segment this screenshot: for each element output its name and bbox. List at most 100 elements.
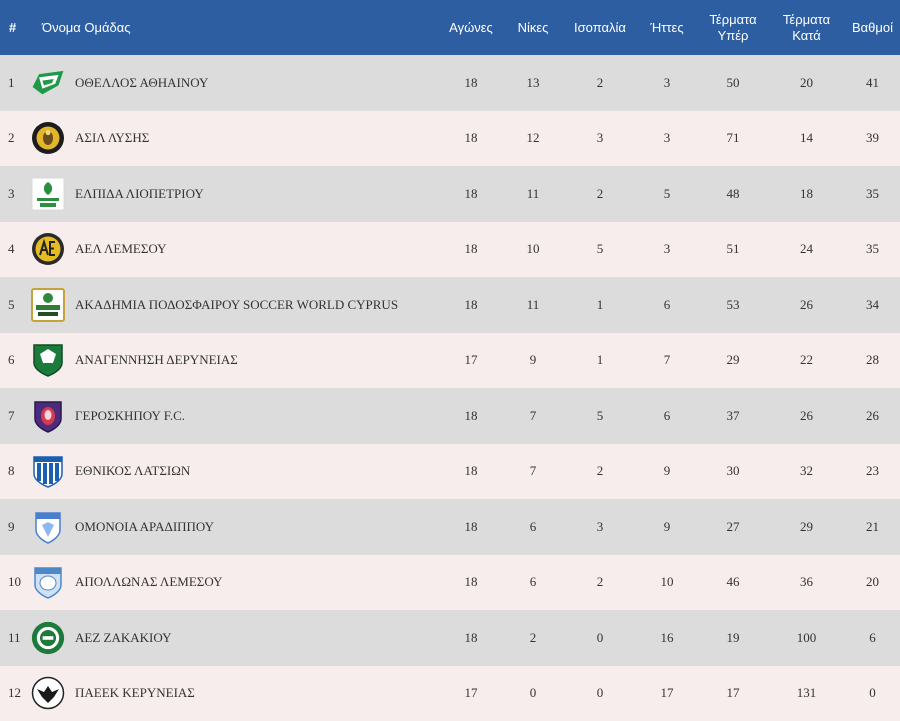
points-cell: 21 xyxy=(845,499,900,555)
team-cell[interactable]: ΑΣΙΛ ΛΥΣΗΣ xyxy=(31,111,440,167)
wins-cell: 9 xyxy=(502,333,564,389)
goals-against-cell: 131 xyxy=(768,666,845,721)
asil-crest-icon xyxy=(31,121,65,155)
ael-crest-icon xyxy=(31,232,65,266)
rank-cell: 4 xyxy=(0,222,31,278)
goals-for-cell: 46 xyxy=(698,555,768,611)
draws-cell: 5 xyxy=(564,222,636,278)
apollon-crest-icon xyxy=(31,565,65,599)
rank-cell: 10 xyxy=(0,555,31,611)
goals-for-cell: 37 xyxy=(698,388,768,444)
draws-cell: 2 xyxy=(564,55,636,111)
team-cell[interactable]: ΓΕΡΟΣΚΗΠΟΥ F.C. xyxy=(31,388,440,444)
team-name[interactable]: ΕΛΠΙΔΑ ΛΙΟΠΕΤΡΙΟΥ xyxy=(75,186,204,202)
rank-cell: 1 xyxy=(0,55,31,111)
team-name[interactable]: ΟΜΟΝΟΙΑ ΑΡΑΔΙΠΠΟΥ xyxy=(75,519,214,535)
team-name[interactable]: ΑΕΖ ΖΑΚΑΚΙΟΥ xyxy=(75,630,171,646)
goals-against-cell: 24 xyxy=(768,222,845,278)
header-wins[interactable]: Νίκες xyxy=(502,0,564,55)
rank-cell: 8 xyxy=(0,444,31,500)
points-cell: 39 xyxy=(845,111,900,167)
played-cell: 18 xyxy=(440,610,502,666)
points-cell: 26 xyxy=(845,388,900,444)
losses-cell: 5 xyxy=(636,166,698,222)
wins-cell: 0 xyxy=(502,666,564,721)
team-cell[interactable]: ΟΘΕΛΛΟΣ ΑΘΗΑΙΝΟΥ xyxy=(31,55,440,111)
team-cell[interactable]: ΑΚΑΔΗΜΙΑ ΠΟΔΟΣΦΑΙΡΟΥ SOCCER WORLD CYPRUS xyxy=(31,277,440,333)
team-name[interactable]: ΑΝΑΓΕΝΝΗΣΗ ΔΕΡΥΝΕΙΑΣ xyxy=(75,352,238,368)
goals-for-cell: 71 xyxy=(698,111,768,167)
header-rank[interactable]: # xyxy=(0,0,31,55)
team-name[interactable]: ΟΘΕΛΛΟΣ ΑΘΗΑΙΝΟΥ xyxy=(75,75,208,91)
goals-against-cell: 32 xyxy=(768,444,845,500)
wins-cell: 6 xyxy=(502,555,564,611)
wins-cell: 2 xyxy=(502,610,564,666)
goals-against-cell: 26 xyxy=(768,388,845,444)
points-cell: 41 xyxy=(845,55,900,111)
losses-cell: 3 xyxy=(636,222,698,278)
draws-cell: 3 xyxy=(564,499,636,555)
team-cell[interactable]: ΕΛΠΙΔΑ ΛΙΟΠΕΤΡΙΟΥ xyxy=(31,166,440,222)
draws-cell: 2 xyxy=(564,444,636,500)
header-played[interactable]: Αγώνες xyxy=(440,0,502,55)
losses-cell: 6 xyxy=(636,277,698,333)
header-draws[interactable]: Ισοπαλία xyxy=(564,0,636,55)
omonoia-crest-icon xyxy=(31,510,65,544)
team-cell[interactable]: ΑΕΛ ΛΕΜΕΣΟΥ xyxy=(31,222,440,278)
team-name[interactable]: ΑΠΟΛΛΩΝΑΣ ΛΕΜΕΣΟΥ xyxy=(75,574,223,590)
team-cell[interactable]: ΟΜΟΝΟΙΑ ΑΡΑΔΙΠΠΟΥ xyxy=(31,499,440,555)
team-name[interactable]: ΓΕΡΟΣΚΗΠΟΥ F.C. xyxy=(75,408,185,424)
goals-for-cell: 48 xyxy=(698,166,768,222)
draws-cell: 2 xyxy=(564,555,636,611)
team-cell[interactable]: ΕΘΝΙΚΟΣ ΛΑΤΣΙΩΝ xyxy=(31,444,440,500)
header-team[interactable]: Όνομα Ομάδας xyxy=(31,0,440,55)
header-goals-for[interactable]: Τέρματα Υπέρ xyxy=(698,0,768,55)
losses-cell: 9 xyxy=(636,444,698,500)
rank-cell: 9 xyxy=(0,499,31,555)
played-cell: 18 xyxy=(440,222,502,278)
played-cell: 18 xyxy=(440,277,502,333)
header-losses[interactable]: Ήττες xyxy=(636,0,698,55)
team-cell[interactable]: ΠΑΕΕΚ ΚΕΡΥΝΕΙΑΣ xyxy=(31,666,440,721)
wins-cell: 12 xyxy=(502,111,564,167)
goals-for-cell: 29 xyxy=(698,333,768,389)
team-name[interactable]: ΠΑΕΕΚ ΚΕΡΥΝΕΙΑΣ xyxy=(75,685,195,701)
points-cell: 6 xyxy=(845,610,900,666)
aez-crest-icon xyxy=(31,621,65,655)
wins-cell: 6 xyxy=(502,499,564,555)
team-cell[interactable]: ΑΕΖ ΖΑΚΑΚΙΟΥ xyxy=(31,610,440,666)
wins-cell: 11 xyxy=(502,277,564,333)
losses-cell: 7 xyxy=(636,333,698,389)
header-points[interactable]: Βαθμοί xyxy=(845,0,900,55)
team-cell[interactable]: ΑΝΑΓΕΝΝΗΣΗ ΔΕΡΥΝΕΙΑΣ xyxy=(31,333,440,389)
team-cell[interactable]: ΑΠΟΛΛΩΝΑΣ ΛΕΜΕΣΟΥ xyxy=(31,555,440,611)
team-name[interactable]: ΕΘΝΙΚΟΣ ΛΑΤΣΙΩΝ xyxy=(75,463,190,479)
draws-cell: 1 xyxy=(564,333,636,389)
losses-cell: 16 xyxy=(636,610,698,666)
team-name[interactable]: ΑΕΛ ΛΕΜΕΣΟΥ xyxy=(75,241,167,257)
goals-for-cell: 50 xyxy=(698,55,768,111)
team-name[interactable]: ΑΚΑΔΗΜΙΑ ΠΟΔΟΣΦΑΙΡΟΥ SOCCER WORLD CYPRUS xyxy=(75,297,398,313)
goals-against-cell: 36 xyxy=(768,555,845,611)
losses-cell: 17 xyxy=(636,666,698,721)
paeek-crest-icon xyxy=(31,676,65,710)
played-cell: 18 xyxy=(440,111,502,167)
header-goals-against[interactable]: Τέρματα Κατά xyxy=(768,0,845,55)
soccer-world-crest-icon xyxy=(31,288,65,322)
rank-cell: 7 xyxy=(0,388,31,444)
draws-cell: 2 xyxy=(564,166,636,222)
team-name[interactable]: ΑΣΙΛ ΛΥΣΗΣ xyxy=(75,130,149,146)
points-cell: 28 xyxy=(845,333,900,389)
